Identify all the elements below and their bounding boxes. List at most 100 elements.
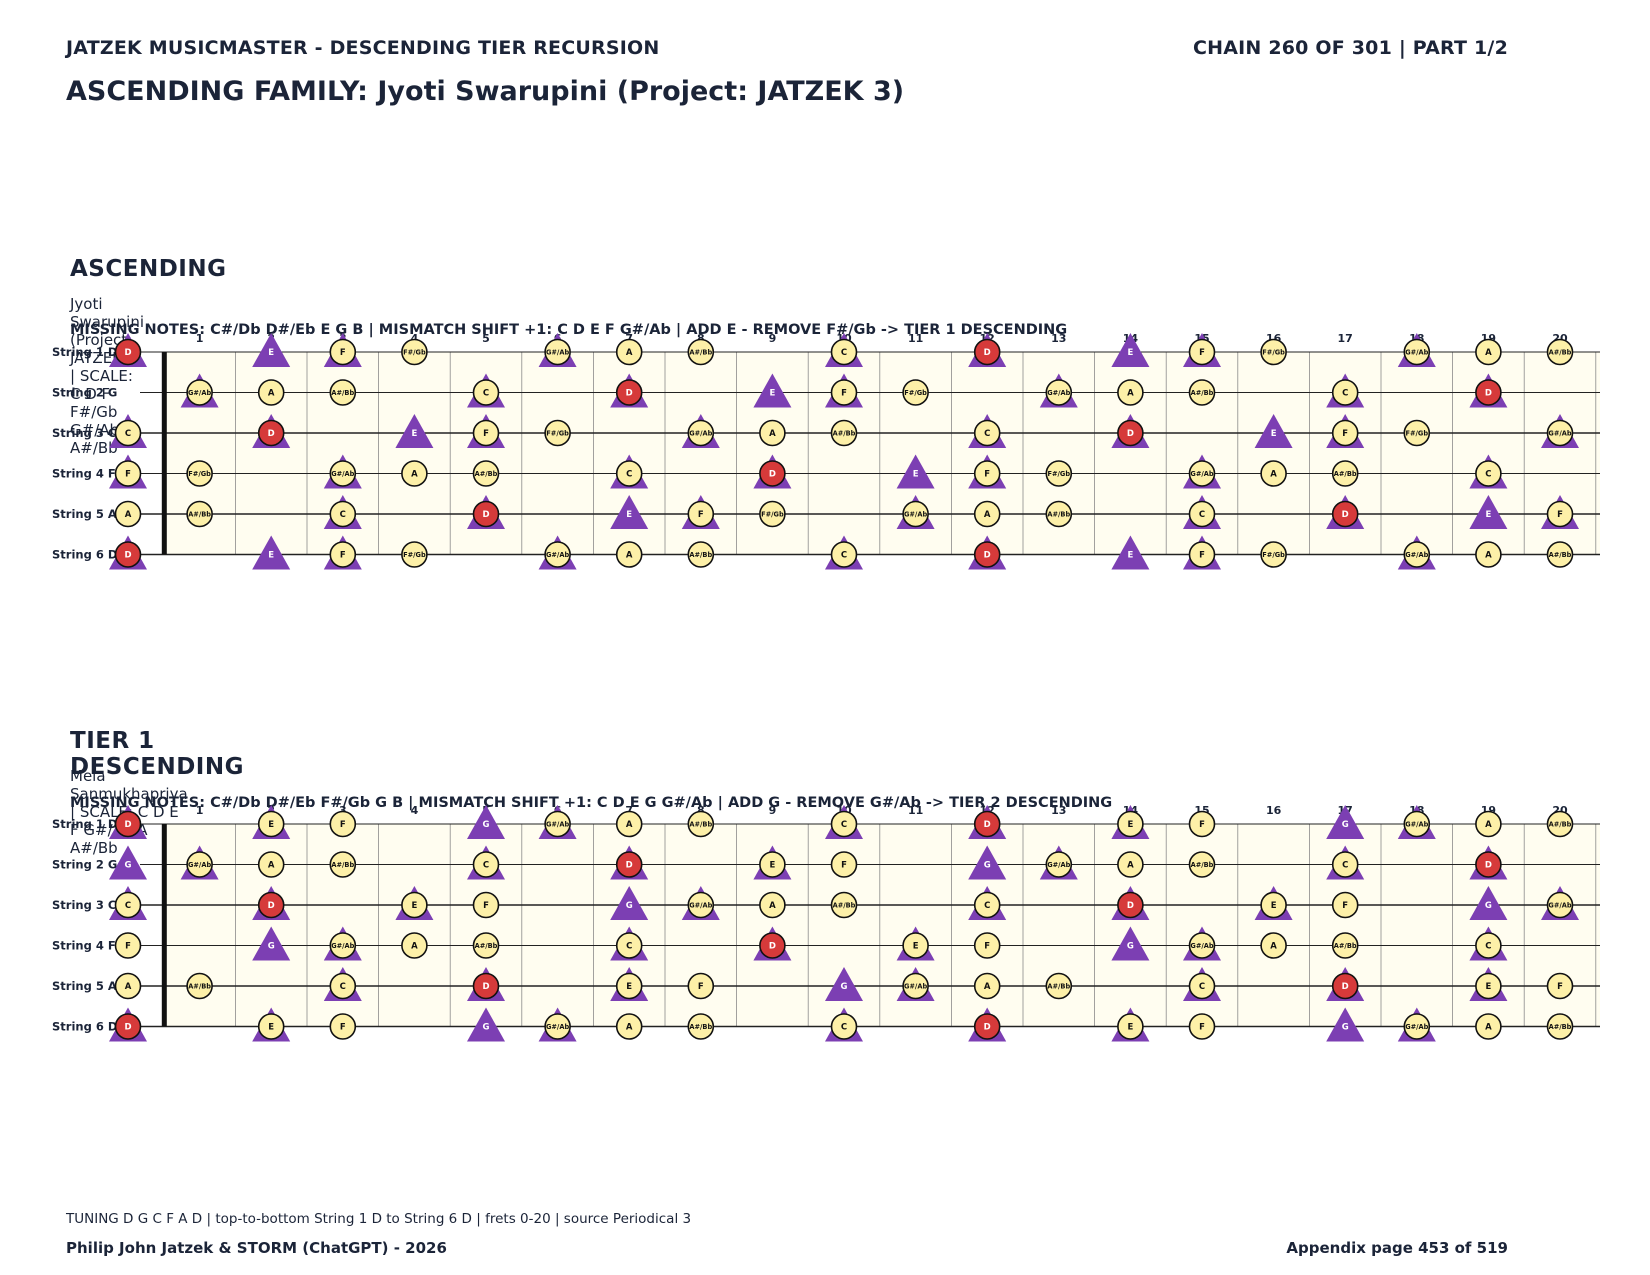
note-marker [1260,891,1287,919]
root-note-marker [973,810,1001,838]
note-label: F [1199,348,1205,358]
note-marker [1045,379,1073,406]
note-label: E [626,510,632,520]
note-marker [1546,500,1574,528]
fret-number: 5 [482,332,490,345]
note-marker [687,1013,715,1040]
note-marker [1045,972,1073,1000]
note-label: F [984,470,990,480]
note-label: G#/Ab [904,983,927,991]
shift-marker [1469,495,1508,529]
note-label: A#/Bb [1334,470,1357,478]
string-label: String 5 A [52,507,117,521]
note-label: G#/Ab [1047,389,1070,397]
note-label: A#/Bb [1549,1023,1572,1031]
note-label: A [1127,389,1134,399]
note-marker [759,500,786,528]
note-label: A#/Bb [475,470,498,478]
note-marker [401,932,428,959]
note-label: A [984,510,991,520]
note-marker [973,932,1001,959]
fret-number: 4 [411,804,419,817]
note-marker [1546,541,1574,568]
note-label: G#/Ab [546,349,569,357]
note-label: E [769,389,775,399]
note-marker [1188,338,1216,366]
note-marker [329,379,357,406]
note-label: E [268,348,274,358]
note-marker [687,338,715,366]
note-marker [902,932,929,959]
note-marker [830,1013,858,1040]
note-marker [114,460,142,487]
root-note-marker [257,419,285,447]
note-marker [1188,460,1216,487]
note-label: G [483,1023,490,1033]
note-marker [973,972,1001,1000]
note-marker [1188,1013,1216,1040]
note-label: G#/Ab [1405,1023,1428,1031]
note-label: A#/Bb [188,511,211,519]
note-marker [1331,932,1359,959]
note-label: A [268,861,275,871]
root-note-marker [114,810,142,838]
note-label: F [340,348,346,358]
note-label: F [1557,982,1563,992]
note-label: F#/Gb [904,389,927,397]
note-label: A [984,982,991,992]
shift-marker [1469,886,1508,920]
root-note-marker [472,972,500,1000]
note-marker [257,1013,285,1040]
note-label: G#/Ab [1405,551,1428,559]
note-marker [1546,891,1574,919]
string-label: String 2 G [52,386,117,400]
note-label: G [1127,942,1134,952]
note-label: F#/Gb [188,470,211,478]
root-note-marker [759,460,786,487]
note-marker [186,379,213,406]
shift-marker [1111,333,1150,367]
note-label: A [626,551,633,561]
note-marker [329,500,357,528]
note-label: A [626,820,633,830]
note-label: A [411,470,418,480]
note-label: C [125,901,131,911]
section-heading: ASCENDING [70,256,227,282]
string-label: String 2 G [52,858,117,872]
note-label: C [841,348,847,358]
root-note-marker [114,541,142,568]
shift-marker [395,414,434,448]
note-label: A [1485,348,1492,358]
note-marker [1475,541,1502,568]
note-label: F [1342,429,1348,439]
note-marker [1475,1013,1502,1040]
root-note-marker [973,1013,1001,1040]
note-label: G#/Ab [689,430,712,438]
note-marker [1188,541,1216,568]
note-label: G#/Ab [1047,861,1070,869]
string-label: String 4 F [52,939,116,953]
note-marker [1475,932,1502,959]
note-marker [615,810,643,838]
root-note-marker [1117,891,1144,919]
note-marker [472,851,500,878]
note-marker [1331,379,1359,406]
note-marker [1188,500,1216,528]
note-marker [687,810,715,838]
note-label: E [1271,901,1277,911]
root-note-marker [472,500,500,528]
note-label: G [984,861,991,871]
note-label: G#/Ab [331,470,354,478]
note-label: G#/Ab [1548,902,1571,910]
nut [161,824,167,1027]
note-label: C [1485,942,1491,952]
note-label: D [124,348,131,358]
footer-credit: Philip John Jatzek & STORM (ChatGPT) - 2… [66,1239,447,1257]
root-note-marker [114,1013,142,1040]
fretboard-diagram: 1234567891011121314151617181920String 1 … [52,332,1600,570]
shift-marker [252,535,291,570]
note-label: G#/Ab [1405,821,1428,829]
note-label: F [1199,1023,1205,1033]
note-marker [1188,972,1216,1000]
note-label: D [124,551,131,561]
